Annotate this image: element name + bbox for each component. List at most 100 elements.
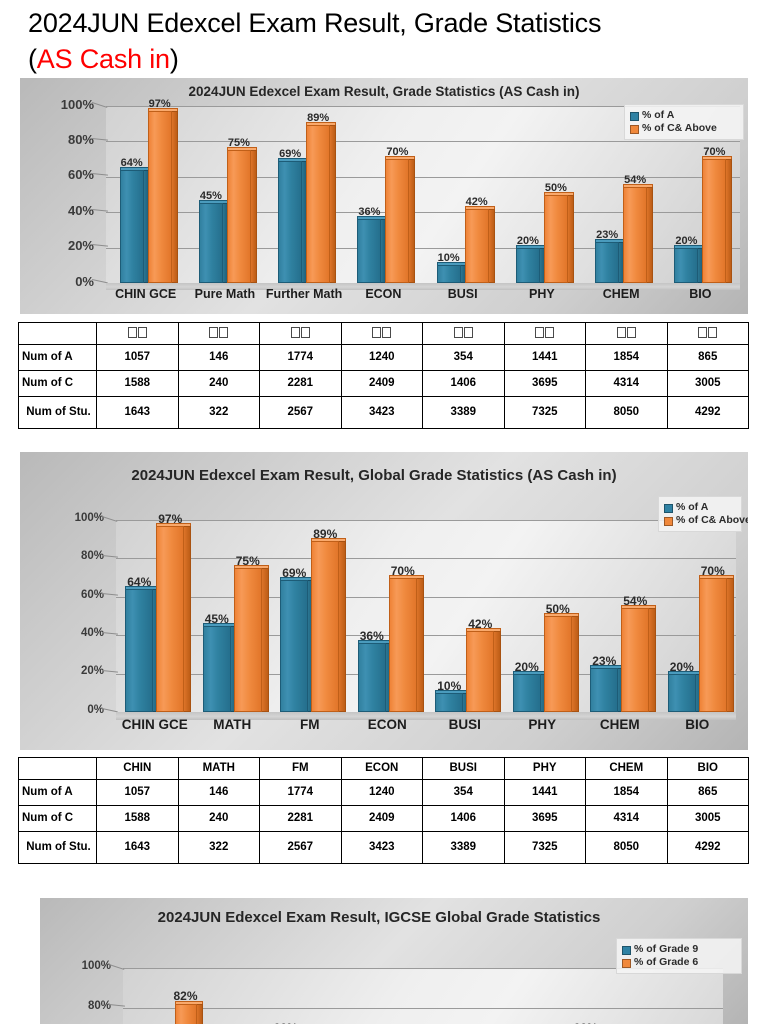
table-cell: 1441 <box>503 344 586 371</box>
bar-series-c[interactable] <box>623 184 654 283</box>
table-row: Num of Stu. 1643 322 2567 3423 3389 7325 8050 42… <box>18 396 749 429</box>
bar-series-c[interactable] <box>543 613 579 712</box>
bar-series-a[interactable] <box>119 166 150 283</box>
bar-series-c[interactable] <box>621 605 657 712</box>
bar-face <box>515 247 540 283</box>
bar-face <box>357 219 382 283</box>
table-cell: 3423 <box>340 831 423 864</box>
bar-series-a[interactable] <box>595 239 626 283</box>
table-header-row: CHIN MATH FM ECON BUSI PHY CHEM BIO <box>18 757 749 780</box>
bar-series-c[interactable] <box>306 122 337 283</box>
bar-series-c[interactable] <box>466 628 502 712</box>
bar-series-c[interactable] <box>147 108 178 283</box>
bar-series-a[interactable] <box>515 244 546 283</box>
bar-series-a[interactable] <box>674 244 705 283</box>
x-axis-category-label: PHY <box>528 717 557 732</box>
bar-series-c[interactable] <box>233 565 269 712</box>
x-axis-category-label: CHIN GCE <box>121 717 188 732</box>
table-cell: 3005 <box>666 805 749 832</box>
table-header-cell: CHIN <box>96 757 179 780</box>
bar-side <box>250 150 257 283</box>
gridline <box>116 558 736 560</box>
legend-item-series-c[interactable]: % of C& Above <box>630 122 738 134</box>
bar-face <box>667 673 696 712</box>
bar-series-c[interactable] <box>388 574 424 712</box>
bar-series-c[interactable] <box>543 191 574 283</box>
bar-data-label: 20% <box>675 234 698 247</box>
chart-grade-statistics-as-cash-in[interactable]: 2024JUN Edexcel Exam Result, Grade Stati… <box>20 78 748 314</box>
bar-series-a[interactable] <box>357 639 393 712</box>
bar-series-c[interactable] <box>698 574 734 712</box>
y-axis-tick-label: 0% <box>87 703 104 716</box>
bar-data-label: 10% <box>437 678 462 693</box>
table-cell: 3389 <box>422 831 505 864</box>
x-axis-category-label: PHY <box>529 287 555 301</box>
y-axis-tick-label: 20% <box>80 665 104 678</box>
y-axis-tick-mark <box>101 593 118 596</box>
chart2-legend[interactable]: % of A % of C& Above <box>658 496 748 532</box>
table-cell: 2409 <box>340 370 423 397</box>
chart-floor <box>116 712 736 720</box>
table-cell: 4314 <box>585 370 668 397</box>
bar-top <box>174 1001 203 1004</box>
chart1-legend[interactable]: % of A % of C& Above <box>624 104 744 140</box>
x-axis-category-label: BIO <box>689 287 712 301</box>
bar-data-label: 42% <box>465 195 488 208</box>
bar-series-a[interactable] <box>125 586 161 712</box>
bar-top <box>621 605 657 609</box>
bar-top <box>623 184 654 188</box>
bar-data-label: 97% <box>158 511 183 526</box>
bar-face <box>311 541 340 712</box>
chart-floor <box>106 283 740 290</box>
bar-series-c[interactable] <box>702 156 733 283</box>
page-title-paren-open: ( <box>28 43 37 74</box>
y-axis-tick-label: 80% <box>87 999 111 1012</box>
y-axis-tick-label: 60% <box>80 588 104 601</box>
x-axis-category-label: BIO <box>685 717 710 732</box>
legend-item-series-c[interactable]: % of C& Above <box>664 514 748 526</box>
table-header-cell <box>259 322 342 345</box>
chart-igcse-global-grade-statistics[interactable]: 2024JUN Edexcel Exam Result, IGCSE Globa… <box>40 898 748 1024</box>
bar-series-a[interactable] <box>357 216 388 283</box>
bar-series-c[interactable] <box>156 522 192 712</box>
bar-series-a[interactable] <box>202 622 238 712</box>
table-header-cell <box>177 322 260 345</box>
table-cell: 3005 <box>666 370 749 397</box>
chart-global-grade-statistics-as-cash-in[interactable]: 2024JUN Edexcel Exam Result, Global Grad… <box>20 452 748 750</box>
bar-series-c[interactable] <box>226 147 257 283</box>
bar-series-c[interactable] <box>311 538 347 712</box>
bar-series-a[interactable] <box>278 157 309 283</box>
table-header-cell: BUSI <box>422 757 505 780</box>
bar-series-a[interactable] <box>436 262 467 283</box>
bar-face <box>278 160 303 283</box>
y-axis-tick-label: 20% <box>67 238 94 254</box>
bar-side <box>416 577 424 712</box>
bar-series-c[interactable] <box>385 156 416 283</box>
x-axis-category-label: BUSI <box>447 287 478 301</box>
bar-series-c[interactable] <box>174 1001 203 1024</box>
bar-data-label: 20% <box>669 659 694 674</box>
bar-top <box>147 108 178 112</box>
bar-series-a[interactable] <box>280 576 316 712</box>
table-cell: 4292 <box>666 396 749 429</box>
bar-series-a[interactable] <box>435 689 471 712</box>
x-axis-category-label: BUSI <box>448 717 481 732</box>
bar-face <box>385 159 410 283</box>
bar-data-label: 82% <box>173 989 198 1003</box>
bar-series-a[interactable] <box>512 670 548 712</box>
chart3-legend[interactable]: % of Grade 9 % of Grade 6 <box>616 938 742 974</box>
bar-series-a[interactable] <box>590 664 626 712</box>
x-axis-category-label: FM <box>300 717 320 732</box>
bar-series-a[interactable] <box>198 200 229 283</box>
legend-item-series-a[interactable]: % of A <box>664 501 736 513</box>
table-cell: 1240 <box>340 344 423 371</box>
bar-series-a[interactable] <box>667 670 703 712</box>
page-title-highlight: AS Cash in <box>36 43 170 74</box>
legend-item-grade9[interactable]: % of Grade 9 <box>622 943 736 955</box>
legend-item-grade6[interactable]: % of Grade 6 <box>622 956 736 968</box>
bar-series-c[interactable] <box>464 205 495 283</box>
bar-face <box>156 525 185 712</box>
bar-face <box>466 631 495 712</box>
legend-item-series-a[interactable]: % of A <box>630 109 738 121</box>
y-axis-tick-mark <box>101 516 118 523</box>
